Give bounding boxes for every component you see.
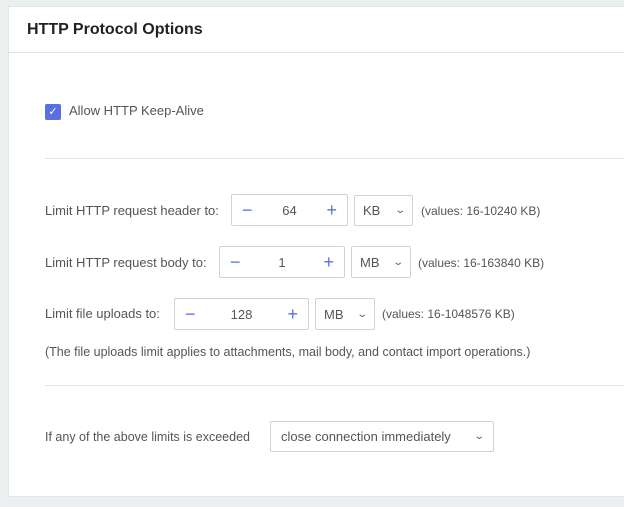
body-limit-unit-select[interactable]: MB ⌄ — [351, 246, 411, 278]
panel-header: HTTP Protocol Options — [9, 7, 624, 53]
body-limit-label: Limit HTTP request body to: — [45, 255, 207, 270]
exceeded-label: If any of the above limits is exceeded — [45, 430, 250, 444]
unit-value: MB — [324, 306, 344, 322]
upload-limit-note: (The file uploads limit applies to attac… — [45, 345, 531, 359]
plus-icon[interactable]: + — [326, 200, 337, 220]
chevron-down-icon: ⌄ — [355, 308, 368, 320]
upload-limit-unit-select[interactable]: MB ⌄ — [315, 298, 375, 330]
plus-icon[interactable]: + — [287, 304, 298, 324]
keepalive-checkbox[interactable]: ✓ — [45, 104, 61, 120]
header-limit-hint: (values: 16-10240 KB) — [421, 204, 541, 218]
body-limit-stepper[interactable]: − 1 + — [219, 246, 345, 278]
minus-icon[interactable]: − — [230, 252, 241, 272]
upload-limit-hint: (values: 16-1048576 KB) — [382, 307, 515, 321]
unit-value: KB — [363, 203, 381, 218]
plus-icon[interactable]: + — [323, 252, 334, 272]
http-protocol-options-panel: HTTP Protocol Options ✓ Allow HTTP Keep-… — [8, 6, 624, 497]
body-limit-value[interactable]: 1 — [278, 254, 286, 270]
minus-icon[interactable]: − — [242, 200, 253, 220]
upload-limit-label: Limit file uploads to: — [45, 306, 160, 321]
upload-limit-value[interactable]: 128 — [230, 306, 253, 322]
chevron-down-icon: ⌄ — [391, 256, 404, 268]
page-title: HTTP Protocol Options — [27, 21, 203, 38]
body-limit-hint: (values: 16-163840 KB) — [418, 256, 545, 270]
divider — [45, 385, 624, 386]
check-icon: ✓ — [48, 106, 58, 118]
unit-value: MB — [360, 254, 380, 270]
chevron-down-icon: ⌄ — [472, 431, 485, 442]
minus-icon[interactable]: − — [185, 304, 196, 324]
exceeded-action-select[interactable]: close connection immediately ⌄ — [270, 421, 494, 452]
header-limit-label: Limit HTTP request header to: — [45, 203, 219, 218]
header-limit-stepper[interactable]: − 64 + — [231, 194, 348, 226]
exceeded-action-value: close connection immediately — [281, 429, 451, 444]
keepalive-label[interactable]: Allow HTTP Keep-Alive — [69, 103, 204, 118]
upload-limit-stepper[interactable]: − 128 + — [174, 298, 309, 330]
header-limit-value[interactable]: 64 — [282, 202, 297, 218]
chevron-down-icon: ⌄ — [393, 205, 406, 216]
divider — [45, 158, 624, 159]
header-limit-unit-select[interactable]: KB ⌄ — [354, 195, 413, 226]
